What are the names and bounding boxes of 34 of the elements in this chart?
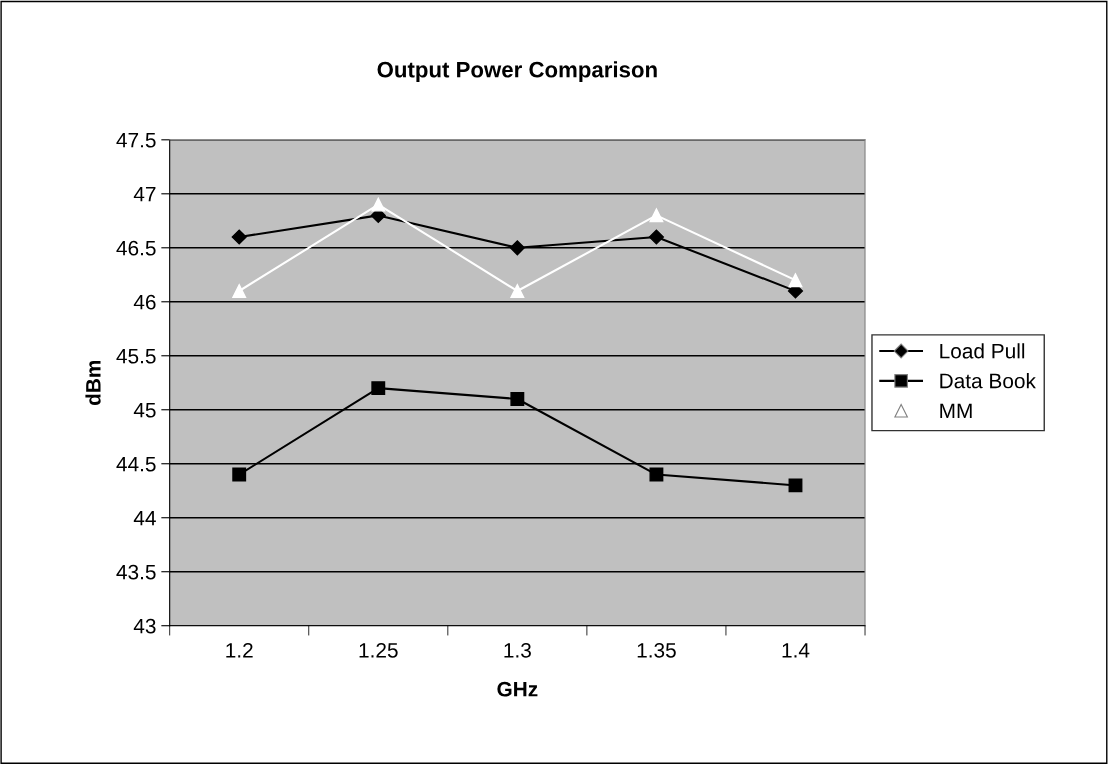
point (510, 284, 525, 298)
x-tick-label: 1.4 (782, 643, 810, 658)
legend-label: Load Pull (940, 343, 1025, 359)
x-tick-label: 1.25 (359, 642, 398, 658)
y-tick-label: 45 (133, 402, 156, 418)
point (371, 197, 386, 212)
y-tick-label: 43.5 (116, 564, 156, 580)
point (232, 467, 247, 482)
x-axis-title: GHz (497, 681, 538, 697)
point (510, 392, 525, 406)
x-tick-label: 1.2 (226, 642, 253, 658)
x-tick-label: 1.3 (504, 642, 531, 658)
y-tick-label: 44.5 (116, 456, 156, 472)
point (788, 273, 803, 288)
legend-label: MM (940, 403, 972, 418)
y-tick-label: 46 (133, 294, 156, 310)
x-tick-label: 1.35 (637, 642, 676, 658)
y-tick-label: 46.5 (116, 240, 156, 256)
point (232, 284, 247, 298)
point (648, 229, 664, 245)
legend-label: Data Book (940, 373, 1036, 389)
y-tick-label: 43 (133, 618, 156, 634)
point (371, 381, 386, 396)
point (231, 229, 247, 245)
point (788, 478, 803, 493)
y-tick-label: 47.5 (116, 133, 156, 148)
chart-title: Output Power Comparison (377, 61, 657, 82)
y-axis-title: dBm (85, 360, 101, 406)
y-tick-label: 47 (133, 187, 156, 202)
y-tick-label: 44 (133, 510, 156, 526)
y-tick-label: 45.5 (116, 348, 156, 364)
point (649, 208, 664, 223)
point (509, 240, 525, 256)
point (649, 467, 664, 482)
